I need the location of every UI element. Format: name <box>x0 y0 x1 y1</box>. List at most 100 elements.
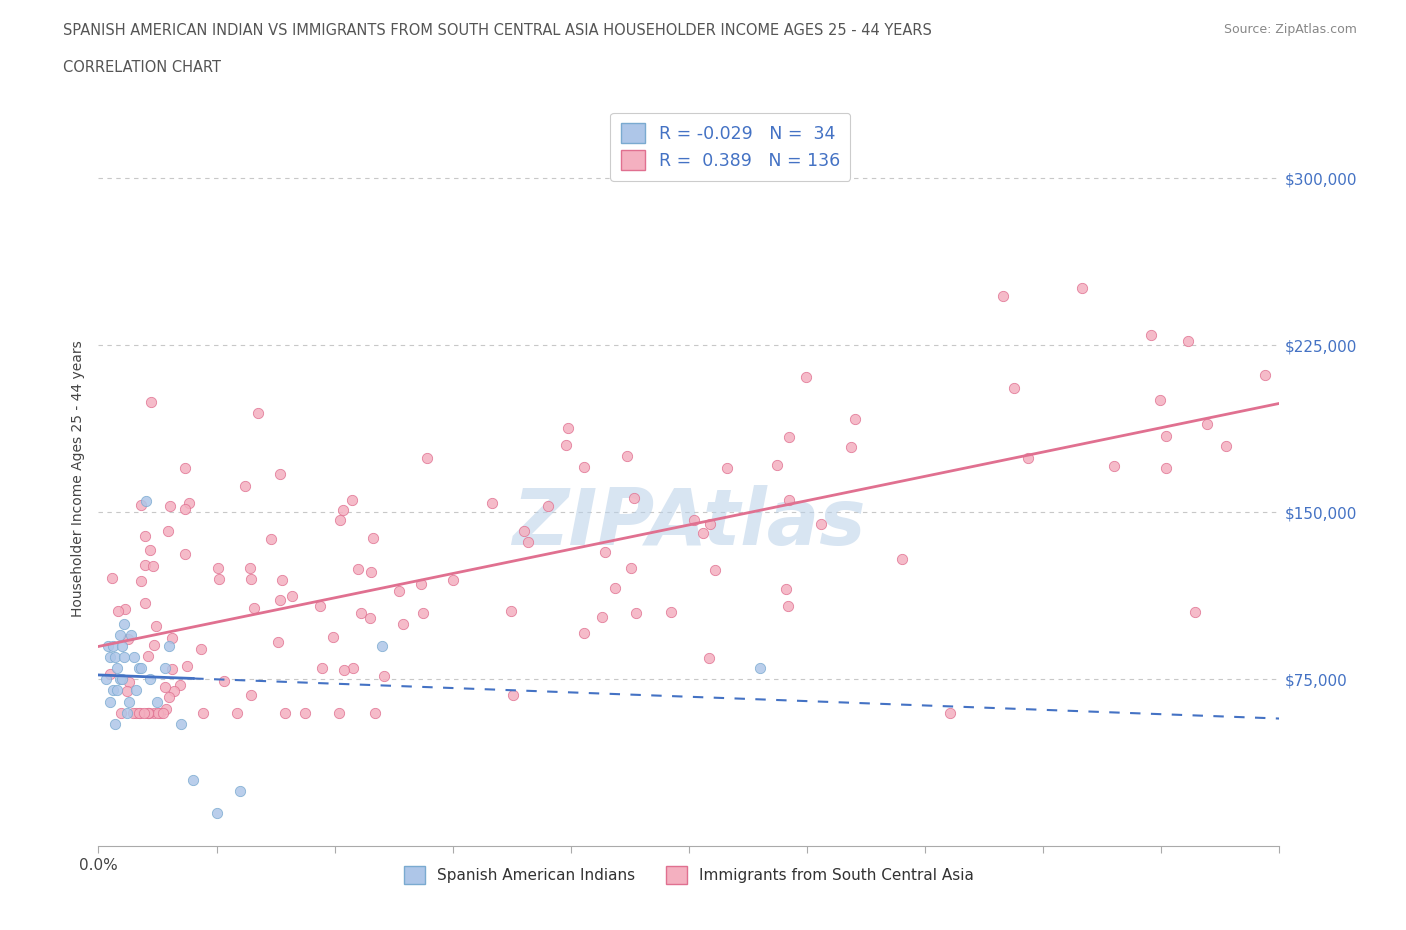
Point <box>139 394 162 409</box>
Point <box>775 582 797 597</box>
Point <box>101 639 124 654</box>
Point <box>145 619 167 634</box>
Point <box>574 626 596 641</box>
Point <box>1154 460 1177 475</box>
Point <box>280 588 302 603</box>
Point <box>260 532 283 547</box>
Point <box>191 705 214 720</box>
Point <box>146 694 169 709</box>
Point <box>810 517 832 532</box>
Point <box>1149 392 1171 407</box>
Point <box>122 705 145 720</box>
Point <box>1070 280 1092 295</box>
Point <box>136 705 159 720</box>
Point <box>342 661 364 676</box>
Point <box>138 542 160 557</box>
Point <box>107 604 129 618</box>
Point <box>118 675 141 690</box>
Point <box>125 705 148 720</box>
Point <box>1017 451 1039 466</box>
Point <box>481 496 503 511</box>
Point <box>243 601 266 616</box>
Point <box>104 716 127 731</box>
Point <box>332 502 354 517</box>
Point <box>117 631 139 646</box>
Point <box>129 498 152 512</box>
Point <box>159 498 181 513</box>
Point <box>162 661 184 676</box>
Point <box>97 639 120 654</box>
Point <box>411 577 433 591</box>
Point <box>233 478 256 493</box>
Point <box>208 572 231 587</box>
Point <box>1177 334 1199 349</box>
Point <box>311 660 333 675</box>
Point <box>993 288 1015 303</box>
Point <box>340 492 363 507</box>
Point <box>359 611 381 626</box>
Point <box>499 604 522 618</box>
Point <box>129 574 152 589</box>
Point <box>328 705 350 720</box>
Y-axis label: Householder Income Ages 25 - 44 years: Householder Income Ages 25 - 44 years <box>72 340 86 618</box>
Point <box>416 450 439 465</box>
Legend: Spanish American Indians, Immigrants from South Central Asia: Spanish American Indians, Immigrants fro… <box>398 860 980 890</box>
Point <box>778 493 800 508</box>
Point <box>273 705 295 720</box>
Point <box>844 411 866 426</box>
Point <box>616 448 638 463</box>
Point <box>513 524 536 538</box>
Point <box>142 558 165 573</box>
Point <box>122 650 145 665</box>
Point <box>111 671 134 686</box>
Point <box>537 498 560 513</box>
Point <box>112 617 135 631</box>
Point <box>212 673 235 688</box>
Point <box>157 639 180 654</box>
Point <box>240 687 263 702</box>
Point <box>121 628 143 643</box>
Point <box>157 689 180 704</box>
Point <box>412 606 434 621</box>
Point <box>309 598 332 613</box>
Point <box>441 572 464 587</box>
Point <box>266 634 288 649</box>
Point <box>134 558 156 573</box>
Point <box>322 630 344 644</box>
Point <box>101 571 124 586</box>
Point <box>111 639 134 654</box>
Point <box>794 369 817 384</box>
Text: SPANISH AMERICAN INDIAN VS IMMIGRANTS FROM SOUTH CENTRAL ASIA HOUSEHOLDER INCOME: SPANISH AMERICAN INDIAN VS IMMIGRANTS FR… <box>63 23 932 38</box>
Point <box>347 562 370 577</box>
Point <box>156 524 179 538</box>
Point <box>778 598 800 613</box>
Point <box>329 512 352 527</box>
Point <box>766 458 789 472</box>
Point <box>269 466 291 481</box>
Point <box>371 639 394 654</box>
Point <box>136 648 159 663</box>
Point <box>1102 459 1125 474</box>
Point <box>160 631 183 645</box>
Point <box>139 671 162 686</box>
Point <box>205 805 228 820</box>
Point <box>115 705 138 720</box>
Point <box>697 651 720 666</box>
Point <box>502 687 524 702</box>
Text: CORRELATION CHART: CORRELATION CHART <box>63 60 221 75</box>
Point <box>108 628 131 643</box>
Point <box>363 530 385 545</box>
Point <box>104 650 127 665</box>
Point <box>98 667 121 682</box>
Point <box>181 772 204 787</box>
Point <box>146 705 169 720</box>
Point <box>105 683 128 698</box>
Point <box>246 405 269 420</box>
Point <box>271 572 294 587</box>
Point <box>373 669 395 684</box>
Point <box>626 605 648 620</box>
Point <box>98 694 121 709</box>
Point <box>938 705 960 720</box>
Point <box>176 658 198 673</box>
Point <box>692 525 714 540</box>
